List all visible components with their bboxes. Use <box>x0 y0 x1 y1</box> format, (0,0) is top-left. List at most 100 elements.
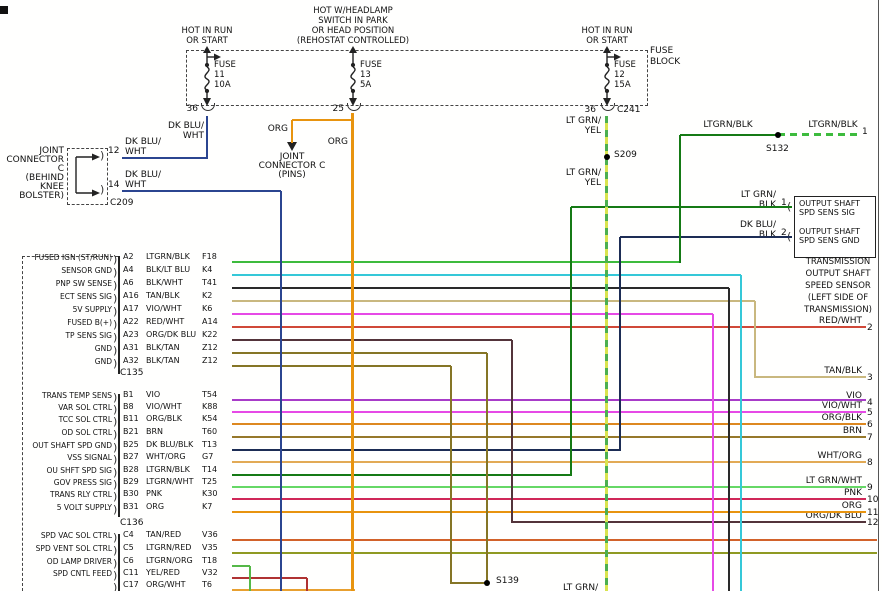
circuit-code: K54 <box>202 414 218 423</box>
row-label: OUT SHAFT SPD GND <box>32 441 112 450</box>
wire <box>122 190 281 192</box>
wire-label: PNK <box>843 488 862 498</box>
row-label: 5V SUPPLY <box>72 305 112 314</box>
pin-bracket <box>601 103 615 111</box>
jc-pins-label: CONNECTOR C <box>258 161 326 171</box>
circuit-code: K6 <box>202 304 213 313</box>
wire <box>232 498 866 500</box>
wire <box>291 120 293 143</box>
wire-name: TAN/BLK <box>146 291 180 300</box>
splice-dot <box>775 132 781 138</box>
edge-artifact <box>0 6 8 14</box>
row-label: TCC SOL CTRL <box>58 415 112 424</box>
wire <box>232 511 866 513</box>
wire-name: LTGRN/RED <box>146 543 192 552</box>
wire-name: LTGRN/ORG <box>146 556 193 565</box>
pin-bracket: ) <box>113 253 118 266</box>
circuit-code: K30 <box>202 489 218 498</box>
pin-code: B11 <box>123 414 139 423</box>
wire-name: ORG/BLK <box>146 414 182 423</box>
wire <box>679 135 681 263</box>
row-label: TP SENS SIG <box>65 331 112 340</box>
feed-label: OR START <box>586 36 628 46</box>
wire-label: WHT <box>125 147 147 157</box>
pin-code: B30 <box>123 489 139 498</box>
pin-number: 3 <box>867 373 873 383</box>
fuse-rating: 10A <box>214 80 231 90</box>
pin-number: 14 <box>108 180 120 190</box>
wire-name: ORG/WHT <box>146 580 186 589</box>
jc-pins-label: (PINS) <box>278 170 306 180</box>
row-label: SPD VENT SOL CTRL <box>35 544 112 553</box>
feed-label: OR HEAD POSITION <box>311 26 395 36</box>
pin-bracket: ) <box>113 357 118 370</box>
pin-bracket: ) <box>113 441 118 454</box>
wire <box>280 191 282 591</box>
fuse-rating: 5A <box>360 80 372 90</box>
fuse-block-box <box>186 50 648 106</box>
circuit-code: V36 <box>202 530 218 539</box>
wire <box>122 157 207 159</box>
wire-name: YEL/RED <box>146 568 180 577</box>
row-label: TRANS TEMP SENS <box>42 391 112 400</box>
feed-label: SWITCH IN PARK <box>318 16 388 26</box>
splice-label: S132 <box>766 144 789 154</box>
circuit-code: T6 <box>202 580 212 589</box>
wire <box>451 582 487 584</box>
circuit-code: V35 <box>202 543 218 552</box>
wire-label: LT GRN/WHT <box>805 476 862 486</box>
pin-bracket <box>347 103 361 111</box>
fuse-rating: 15A <box>614 80 631 90</box>
sensor-caption: (LEFT SIDE OF <box>807 293 869 303</box>
circuit-code: T41 <box>202 278 218 287</box>
wire-name: WHT/ORG <box>146 452 186 461</box>
wire <box>232 411 866 413</box>
pin-number: 1 <box>862 127 868 137</box>
wire-label: DK BLU/ <box>167 121 204 131</box>
wire-label: VIO <box>846 391 862 401</box>
pin-bracket: ) <box>113 415 118 428</box>
wire-name: BLK/WHT <box>146 278 183 287</box>
pcm-box-edge <box>22 256 23 591</box>
circuit-code: K2 <box>202 291 213 300</box>
wire-label: LTGRN/BLK <box>808 120 858 130</box>
wire-label: DK BLU/ <box>739 220 776 230</box>
wire-label: WHT <box>125 180 147 190</box>
wire <box>232 313 713 315</box>
wire <box>778 133 860 136</box>
circuit-code: T14 <box>202 465 218 474</box>
feed-label: HOT IN RUN <box>581 26 633 36</box>
wire-label: ORG <box>267 124 288 134</box>
pin-number: 8 <box>867 458 873 468</box>
wire <box>232 352 487 354</box>
pin-bracket: ) <box>100 149 105 162</box>
jc-pins-label: JOINT <box>279 152 305 162</box>
circuit-code: K7 <box>202 502 213 511</box>
circuit-code: K22 <box>202 330 218 339</box>
fuse-name: FUSE <box>214 60 236 70</box>
wire <box>232 423 866 425</box>
pin-bracket: ) <box>100 183 105 196</box>
pin-code: A32 <box>123 356 139 365</box>
connector-face <box>118 534 120 591</box>
wire-name: TAN/RED <box>146 530 182 539</box>
pin-bracket: ) <box>113 305 118 318</box>
wire <box>232 486 866 488</box>
wire-name: LTGRN/BLK <box>146 252 190 261</box>
wire-name: ORG/DK BLU <box>146 330 197 339</box>
feed-label: OR START <box>186 36 228 46</box>
wire-name: BLK/TAN <box>146 356 180 365</box>
pin-code: B29 <box>123 477 139 486</box>
wire <box>728 288 730 591</box>
pin-code: A22 <box>123 317 139 326</box>
row-label: 5 VOLT SUPPLY <box>56 503 112 512</box>
wire <box>605 116 608 591</box>
pin-bracket: ) <box>113 292 118 305</box>
wire-name: ORG <box>146 502 165 511</box>
wire-label: VIO/WHT <box>821 401 862 411</box>
pin-bracket: ) <box>113 569 118 582</box>
wire-label: LTGRN/BLK <box>703 120 753 130</box>
wire <box>232 436 866 438</box>
wire <box>232 461 866 463</box>
